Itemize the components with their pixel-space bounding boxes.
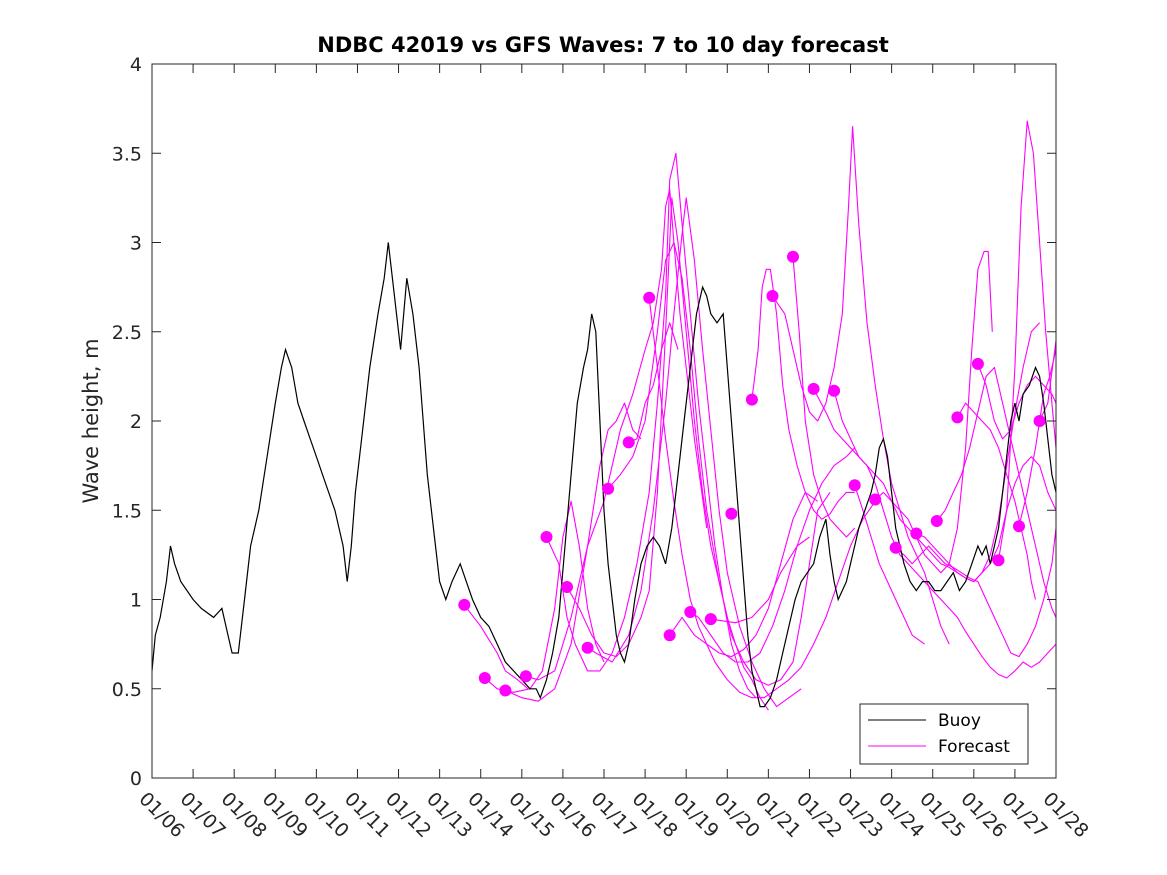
legend-buoy-label: Buoy: [938, 711, 981, 731]
x-tick-label: 01/19: [669, 788, 723, 842]
forecast-line: [710, 536, 810, 624]
x-tick-label: 01/15: [504, 788, 558, 842]
forecast-line: [833, 390, 1056, 679]
forecast-line: [1039, 340, 1056, 422]
buoy-line: [152, 242, 1056, 708]
forecast-line: [587, 197, 802, 708]
forecast-marker: [622, 436, 635, 449]
x-tick-label: 01/12: [381, 788, 435, 842]
legend: Buoy Forecast: [859, 703, 1029, 765]
forecast-line: [689, 447, 856, 663]
forecast-marker: [766, 290, 779, 302]
forecast-line: [997, 120, 1056, 561]
y-tick-label: 2.5: [112, 322, 142, 344]
forecast-marker: [499, 684, 512, 697]
x-tick-label: 01/24: [874, 788, 928, 842]
forecast-line: [628, 322, 679, 443]
forecast-line: [669, 491, 819, 658]
x-tick-label: 01/20: [710, 788, 764, 842]
forecast-marker: [458, 598, 471, 611]
y-axis-label: Wave height, m: [79, 338, 103, 503]
x-tick-label: 01/14: [463, 788, 517, 842]
forecast-marker: [663, 629, 676, 642]
x-tick-label: 01/08: [217, 788, 271, 842]
forecast-marker: [1013, 520, 1025, 533]
x-tick-label: 01/10: [299, 788, 353, 842]
forecast-marker: [602, 482, 615, 495]
y-tick-label: 1: [130, 590, 142, 612]
forecast-marker: [828, 384, 841, 397]
chart-title: NDBC 42019 vs GFS Waves: 7 to 10 day for…: [317, 33, 888, 57]
x-tick-label: 01/07: [176, 788, 230, 842]
forecast-marker: [561, 581, 573, 593]
legend-box: [859, 703, 1029, 765]
forecast-line: [772, 125, 950, 645]
forecast-marker: [704, 613, 717, 626]
x-tick-label: 01/21: [751, 788, 805, 842]
x-tick-label: 01/22: [792, 788, 846, 842]
forecast-marker: [930, 515, 943, 527]
forecast-marker: [519, 670, 532, 683]
x-tick-label: 01/17: [586, 788, 640, 842]
forecast-line: [977, 363, 1056, 440]
forecast-line: [956, 402, 1037, 600]
plot-area: [152, 64, 1056, 778]
forecast-marker: [725, 507, 738, 520]
x-tick-label: 01/13: [422, 788, 476, 842]
forecast-line: [751, 268, 855, 520]
plot-series-group: [152, 120, 1056, 711]
y-tick-label: 1.5: [112, 500, 142, 522]
x-tick-label: 01/27: [997, 788, 1051, 842]
y-tick-label: 3.5: [112, 143, 142, 165]
forecast-marker: [581, 641, 594, 654]
forecast-line: [916, 456, 1056, 583]
y-tick-label: 0: [130, 768, 142, 790]
x-tick-label: 01/18: [628, 788, 682, 842]
forecast-marker: [848, 479, 861, 492]
forecast-marker: [971, 357, 984, 370]
y-tick-label: 2: [130, 411, 142, 433]
x-tick-label: 01/06: [134, 788, 188, 842]
y-tick-label: 3: [130, 233, 142, 255]
forecast-marker: [869, 493, 882, 506]
forecast-line: [525, 188, 708, 681]
forecast-line: [936, 366, 1056, 618]
forecast-line: [505, 402, 642, 702]
forecast-marker: [478, 672, 491, 684]
buoy-series-group: [152, 242, 1056, 708]
x-tick-label: 01/23: [833, 788, 887, 842]
forecast-line: [566, 197, 769, 711]
forecast-line: [463, 604, 529, 690]
forecast-marker: [1033, 415, 1046, 427]
forecast-series-group: [463, 120, 1056, 711]
forecast-marker: [684, 606, 697, 618]
forecast-line: [854, 485, 925, 645]
forecast-marker: [807, 382, 820, 395]
y-tick-label: 4: [130, 54, 142, 76]
y-tick-label: 0.5: [112, 679, 142, 701]
x-tick-label: 01/11: [340, 788, 394, 842]
forecast-line: [895, 528, 1056, 658]
forecast-marker-group: [458, 250, 1046, 697]
x-tick-label: 01/16: [545, 788, 599, 842]
y-axis: 0 0.5 1 1.5 2 2.5 3 3.5 4: [112, 54, 1056, 790]
x-tick-label: 01/26: [956, 788, 1010, 842]
forecast-marker: [643, 291, 656, 304]
forecast-marker: [540, 531, 553, 543]
forecast-marker: [992, 554, 1005, 567]
forecast-line: [607, 241, 831, 686]
x-tick-label: 01/09: [258, 788, 312, 842]
forecast-marker: [889, 541, 902, 554]
forecast-marker: [787, 250, 799, 263]
x-tick-label: 01/25: [915, 788, 969, 842]
x-tick-label: 01/28: [1038, 788, 1092, 842]
forecast-line: [792, 256, 856, 538]
forecast-line: [648, 297, 876, 699]
legend-forecast-label: Forecast: [938, 737, 1010, 757]
forecast-marker: [951, 411, 964, 424]
forecast-marker: [910, 527, 923, 540]
forecast-marker: [745, 393, 758, 406]
forecast-line: [874, 250, 993, 574]
